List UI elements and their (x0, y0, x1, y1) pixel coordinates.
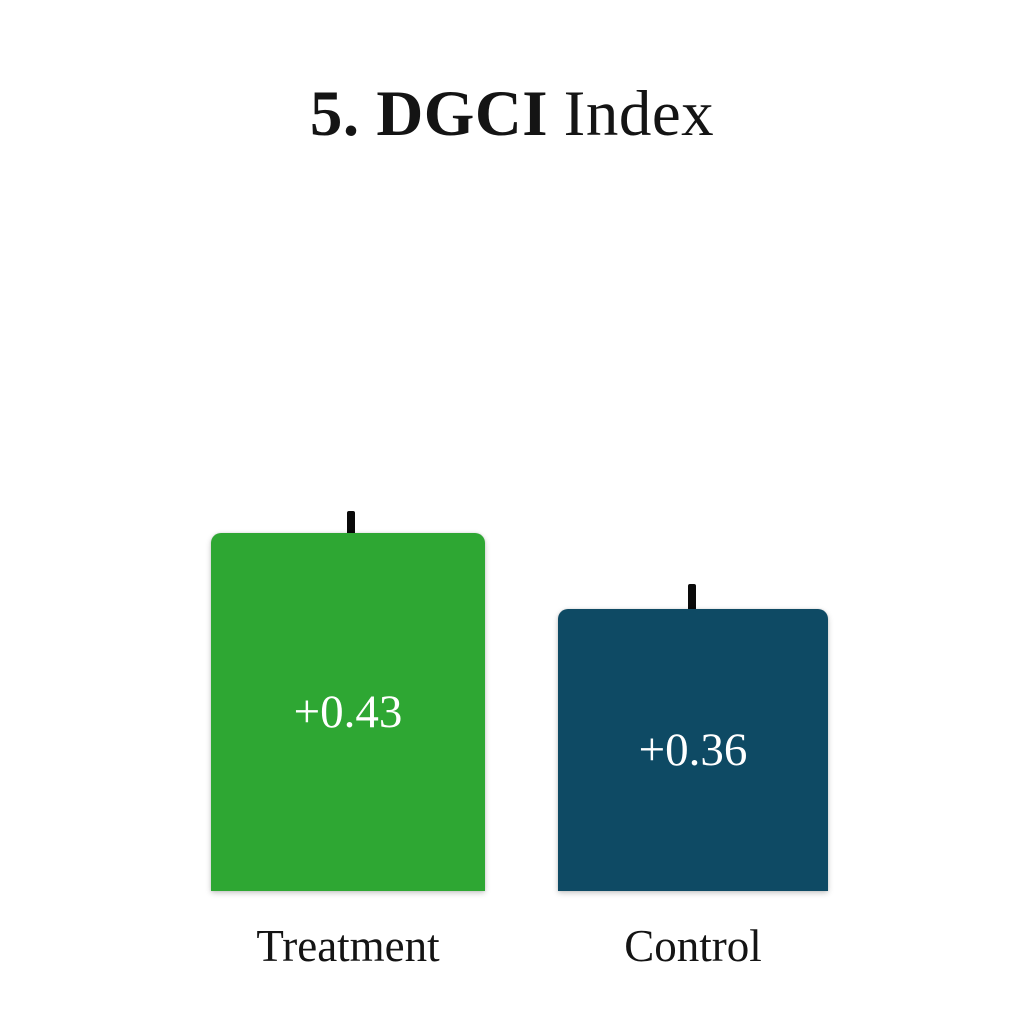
error-bar-treatment (347, 511, 355, 539)
chart-title-suffix: Index (563, 78, 715, 150)
category-label-control: Control (624, 921, 762, 971)
chart-title-prefix: 5. DGCI (309, 78, 549, 150)
bar-control: +0.36 (558, 609, 828, 891)
bar-treatment: +0.43 (211, 533, 485, 891)
chart-title: 5. DGCI Index (0, 80, 1024, 148)
bar-value-label-treatment: +0.43 (293, 685, 403, 738)
bar-value-label-control: +0.36 (638, 723, 748, 776)
category-label-treatment: Treatment (256, 921, 440, 971)
error-bar-control (688, 584, 696, 614)
